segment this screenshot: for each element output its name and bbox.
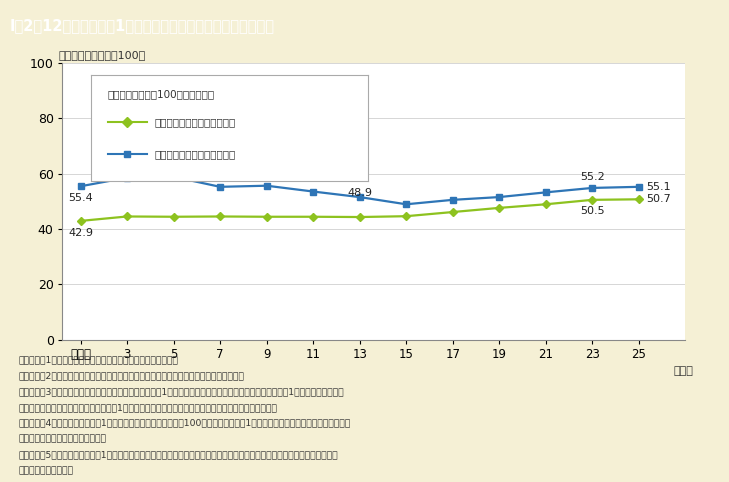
- 男性短時間労働者の給与水準: [122, 175, 131, 181]
- Text: 50.5: 50.5: [580, 206, 604, 216]
- Text: 4．男性一般労働者の1時間当たり平均所定内給与額を100として，各区分の1時間当たり平均所定内給与額の水準を算: 4．男性一般労働者の1時間当たり平均所定内給与額を100として，各区分の1時間当…: [18, 419, 351, 428]
- 女性短時間労働者の給与水準: [495, 205, 504, 211]
- 男性短時間労働者の給与水準: [216, 184, 225, 190]
- Text: 42.9: 42.9: [68, 228, 93, 238]
- Line: 女性短時間労働者の給与水準: 女性短時間労働者の給与水準: [77, 196, 642, 224]
- 女性短時間労働者の給与水準: [588, 197, 596, 203]
- Text: 出したものである。: 出したものである。: [18, 435, 106, 443]
- Line: 男性短時間労働者の給与水準: 男性短時間労働者の給与水準: [77, 174, 642, 207]
- 男性短時間労働者の給与水準: [355, 194, 364, 200]
- 男性短時間労働者の給与水準: [169, 174, 178, 180]
- 男性短時間労働者の給与水準: [588, 185, 596, 191]
- Text: 3．「短時間労働者」は，常用労働者のうち，1日の所定労働時間が一般の労働者よりも短い又は1日の所定労働時間が: 3．「短時間労働者」は，常用労働者のうち，1日の所定労働時間が一般の労働者よりも…: [18, 387, 344, 396]
- 女性短時間労働者の給与水準: [216, 214, 225, 219]
- 男性短時間労働者の給与水準: [402, 201, 410, 207]
- Text: I－2－12図　労働者の1時間当たり平均所定内給与格差の推移: I－2－12図 労働者の1時間当たり平均所定内給与格差の推移: [9, 18, 275, 33]
- 男性短時間労働者の給与水準: [262, 183, 271, 188]
- 女性短時間労働者の給与水準: [122, 214, 131, 219]
- Text: 50.7: 50.7: [646, 194, 671, 204]
- 男性短時間労働者の給与水準: [309, 188, 318, 194]
- Text: 女性短時間労働者の給与水準: 女性短時間労働者の給与水準: [155, 118, 236, 127]
- 男性短時間労働者の給与水準: [542, 189, 550, 195]
- 男性短時間労働者の給与水準: [634, 184, 643, 190]
- 女性短時間労働者の給与水準: [402, 214, 410, 219]
- Text: （男性一般労働者＝100）: （男性一般労働者＝100）: [58, 50, 146, 60]
- 女性短時間労働者の給与水準: [77, 218, 85, 224]
- Text: （備考）　1．厚生労働省「賃金構造基本統計調査」より作成。: （備考） 1．厚生労働省「賃金構造基本統計調査」より作成。: [18, 356, 178, 364]
- Text: 55.1: 55.1: [646, 182, 671, 192]
- Text: 男性一般労働者を100とした場合の: 男性一般労働者を100とした場合の: [108, 89, 215, 99]
- Text: 一般の労働者と同じでも1週の所定労働日数が一般の労働者よりも少ない労働者をいう。: 一般の労働者と同じでも1週の所定労働日数が一般の労働者よりも少ない労働者をいう。: [18, 403, 277, 412]
- 女性短時間労働者の給与水準: [448, 209, 457, 215]
- Text: 48.9: 48.9: [347, 188, 373, 198]
- 女性短時間労働者の給与水準: [309, 214, 318, 220]
- 男性短時間労働者の給与水準: [495, 194, 504, 200]
- Text: ある。: ある。: [18, 466, 73, 475]
- 女性短時間労働者の給与水準: [262, 214, 271, 220]
- Text: （年）: （年）: [674, 366, 693, 376]
- Text: 男性短時間労働者の給与水準: 男性短時間労働者の給与水準: [155, 149, 236, 159]
- 女性短時間労働者の給与水準: [169, 214, 178, 220]
- 女性短時間労働者の給与水準: [542, 201, 550, 207]
- Text: 2．「一般労働者」は，常用労働者のうち，「短時間労働者」以外の者をいう。: 2．「一般労働者」は，常用労働者のうち，「短時間労働者」以外の者をいう。: [18, 372, 244, 380]
- Text: 55.2: 55.2: [580, 172, 604, 182]
- 男性短時間労働者の給与水準: [448, 197, 457, 203]
- Text: 5．男性一般労働者の1時間当たり平均所定内給与額は，所定内給与額を所定内実労働時間数で除して算出したもので: 5．男性一般労働者の1時間当たり平均所定内給与額は，所定内給与額を所定内実労働時…: [18, 450, 338, 459]
- Text: 55.4: 55.4: [69, 193, 93, 203]
- 女性短時間労働者の給与水準: [355, 214, 364, 220]
- 男性短時間労働者の給与水準: [77, 183, 85, 189]
- 女性短時間労働者の給与水準: [634, 196, 643, 202]
